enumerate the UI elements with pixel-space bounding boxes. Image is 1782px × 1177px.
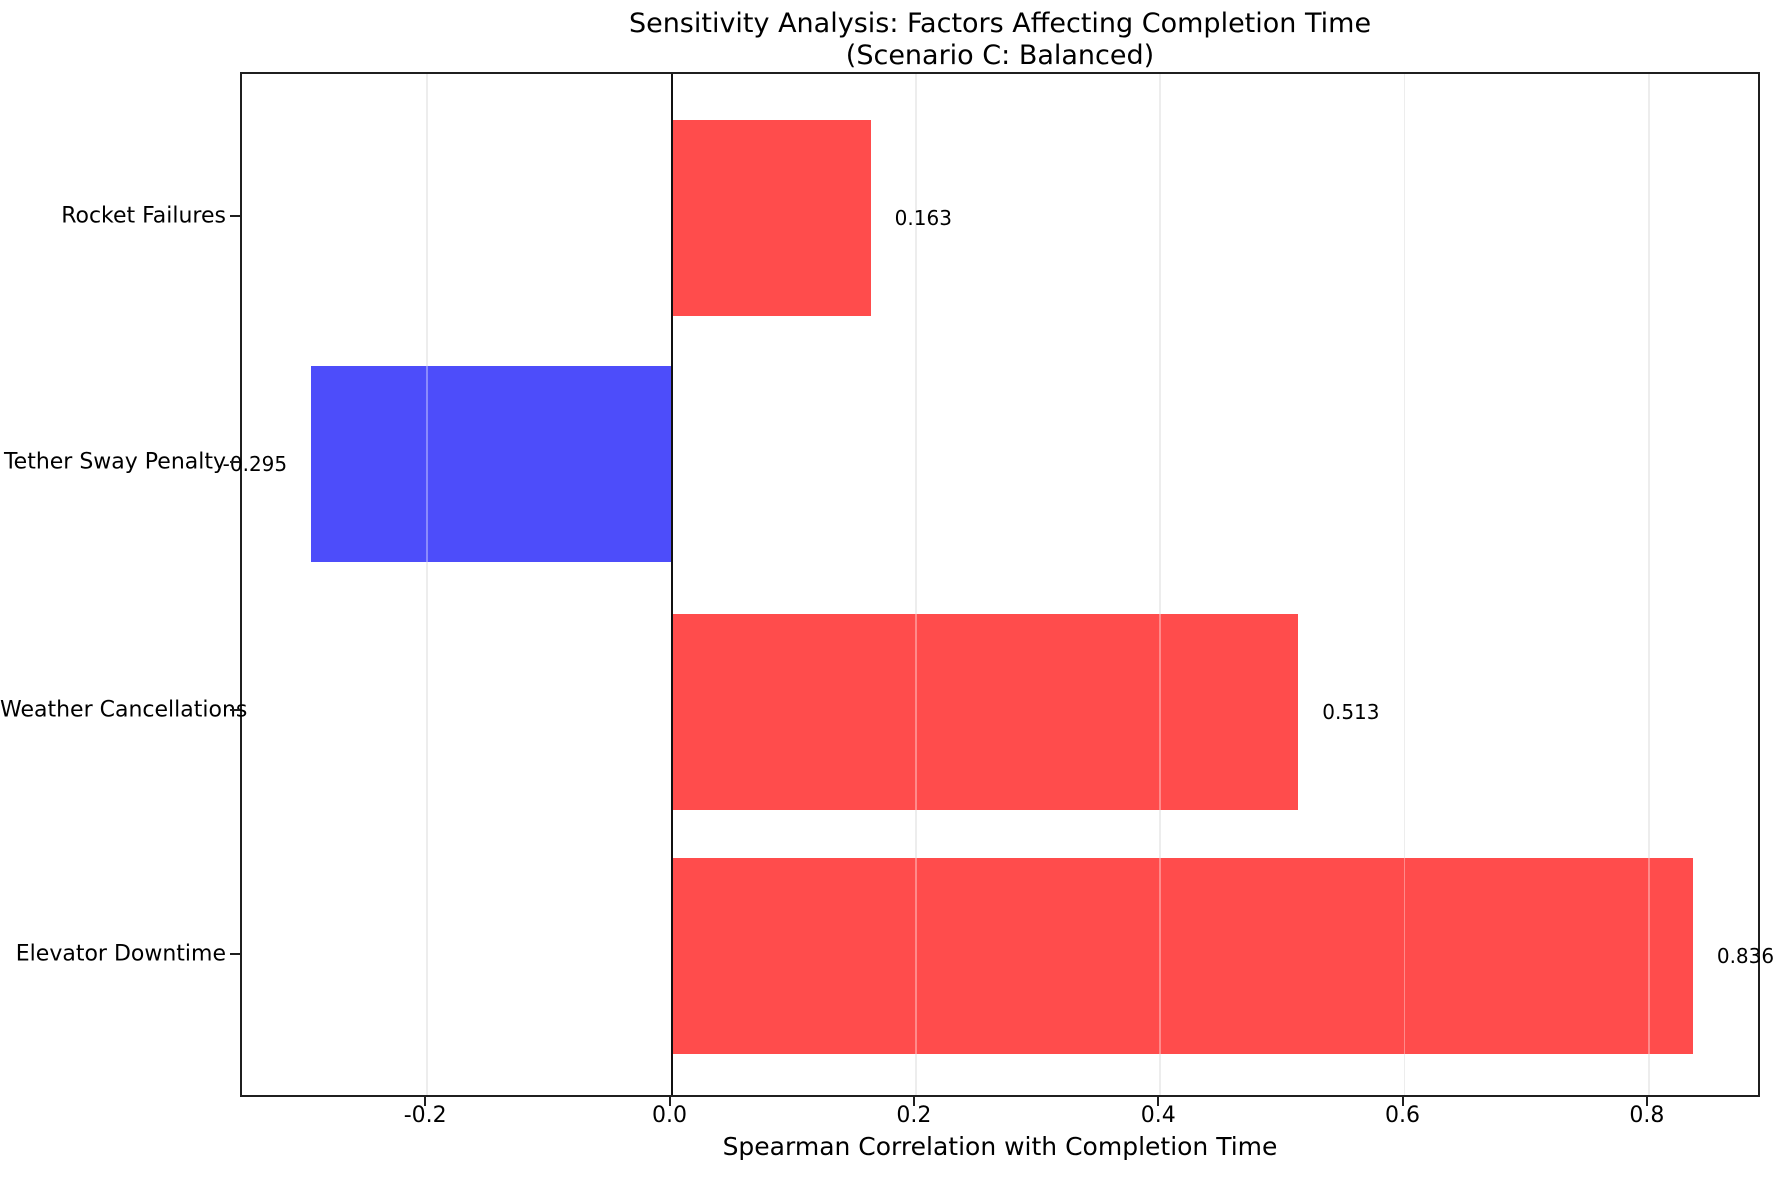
category-label: Rocket Failures xyxy=(61,203,226,229)
bar xyxy=(671,858,1693,1054)
grid-line-overlay xyxy=(1648,74,1650,1095)
grid-line xyxy=(426,74,428,1095)
y-tick-mark xyxy=(230,709,240,711)
bar xyxy=(311,366,672,562)
x-tick-label: 0.6 xyxy=(1385,1103,1421,1128)
x-tick-mark xyxy=(424,1097,427,1106)
x-tick-mark xyxy=(912,1097,915,1106)
y-tick-mark xyxy=(230,953,240,955)
y-tick-mark xyxy=(230,215,240,217)
grid-line xyxy=(915,74,917,1095)
grid-line-overlay xyxy=(1159,74,1161,1095)
bar xyxy=(671,120,871,316)
bar-value-label: 0.836 xyxy=(1716,944,1775,968)
grid-line-overlay xyxy=(426,74,428,1095)
x-tick-label: 0.2 xyxy=(896,1103,932,1128)
x-tick-label: -0.2 xyxy=(403,1103,447,1128)
grid-line-overlay xyxy=(1403,74,1406,1095)
grid-line xyxy=(1403,74,1406,1095)
bar-value-label: -0.295 xyxy=(222,452,288,476)
x-axis-label: Spearman Correlation with Completion Tim… xyxy=(722,1132,1278,1161)
x-tick-mark xyxy=(1157,1097,1160,1106)
chart-subtitle: (Scenario C: Balanced) xyxy=(845,40,1155,71)
bar-value-label: 0.163 xyxy=(894,206,952,230)
x-tick-mark xyxy=(1645,1097,1648,1106)
x-tick-label: 0.0 xyxy=(652,1103,688,1128)
x-tick-mark xyxy=(668,1097,671,1106)
bar xyxy=(671,614,1299,810)
chart-title: Sensitivity Analysis: Factors Affecting … xyxy=(628,8,1372,39)
plot-area: 0.163 -0.295 0.513 0.836 xyxy=(223,72,1774,1097)
zero-line xyxy=(670,74,673,1095)
category-label: Elevator Downtime xyxy=(15,941,226,967)
category-label: Weather Cancellations xyxy=(0,697,248,723)
chart-title-block: Sensitivity Analysis: Factors Affecting … xyxy=(240,8,1760,72)
x-tick-mark xyxy=(1401,1097,1404,1106)
grid-line-overlay xyxy=(915,74,917,1095)
y-tick-mark xyxy=(230,461,240,463)
bar-value-label: 0.513 xyxy=(1322,700,1380,724)
grid-line xyxy=(1648,74,1650,1095)
category-label: Tether Sway Penalty xyxy=(3,449,226,475)
x-tick-label: 0.4 xyxy=(1140,1103,1176,1128)
grid-line xyxy=(1159,74,1161,1095)
x-tick-label: 0.8 xyxy=(1629,1103,1665,1128)
